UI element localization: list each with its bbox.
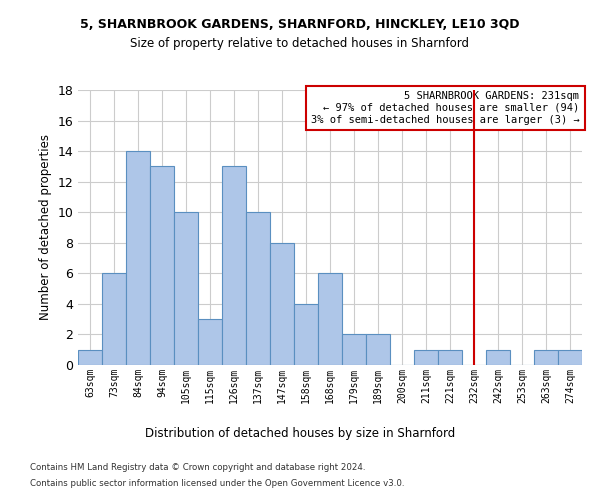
Bar bbox=[198, 319, 222, 365]
Y-axis label: Number of detached properties: Number of detached properties bbox=[39, 134, 52, 320]
Bar bbox=[174, 212, 198, 365]
Text: Contains HM Land Registry data © Crown copyright and database right 2024.: Contains HM Land Registry data © Crown c… bbox=[30, 464, 365, 472]
Bar bbox=[414, 350, 438, 365]
Bar bbox=[150, 166, 174, 365]
Bar bbox=[126, 151, 150, 365]
Bar bbox=[246, 212, 270, 365]
Bar bbox=[270, 243, 294, 365]
Bar bbox=[486, 350, 510, 365]
Text: 5 SHARNBROOK GARDENS: 231sqm
← 97% of detached houses are smaller (94)
3% of sem: 5 SHARNBROOK GARDENS: 231sqm ← 97% of de… bbox=[311, 92, 580, 124]
Bar bbox=[438, 350, 462, 365]
Bar bbox=[102, 274, 126, 365]
Bar bbox=[222, 166, 246, 365]
Text: Size of property relative to detached houses in Sharnford: Size of property relative to detached ho… bbox=[131, 38, 470, 51]
Bar bbox=[558, 350, 582, 365]
Bar bbox=[318, 274, 342, 365]
Text: Contains public sector information licensed under the Open Government Licence v3: Contains public sector information licen… bbox=[30, 478, 404, 488]
Text: Distribution of detached houses by size in Sharnford: Distribution of detached houses by size … bbox=[145, 428, 455, 440]
Bar bbox=[366, 334, 390, 365]
Bar bbox=[78, 350, 102, 365]
Text: 5, SHARNBROOK GARDENS, SHARNFORD, HINCKLEY, LE10 3QD: 5, SHARNBROOK GARDENS, SHARNFORD, HINCKL… bbox=[80, 18, 520, 30]
Bar bbox=[534, 350, 558, 365]
Bar bbox=[294, 304, 318, 365]
Bar bbox=[342, 334, 366, 365]
